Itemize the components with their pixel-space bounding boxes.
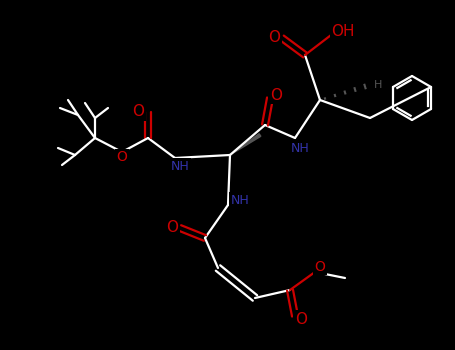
- Text: O: O: [270, 88, 282, 103]
- Text: O: O: [166, 220, 178, 236]
- Polygon shape: [230, 134, 261, 155]
- Text: NH: NH: [231, 194, 249, 206]
- Text: O: O: [116, 150, 127, 164]
- Text: OH: OH: [331, 25, 355, 40]
- Text: O: O: [314, 260, 325, 274]
- Text: O: O: [295, 312, 307, 327]
- Text: H: H: [374, 80, 382, 90]
- Text: NH: NH: [171, 160, 189, 173]
- Text: NH: NH: [291, 141, 309, 154]
- Text: O: O: [268, 30, 280, 46]
- Text: O: O: [132, 105, 144, 119]
